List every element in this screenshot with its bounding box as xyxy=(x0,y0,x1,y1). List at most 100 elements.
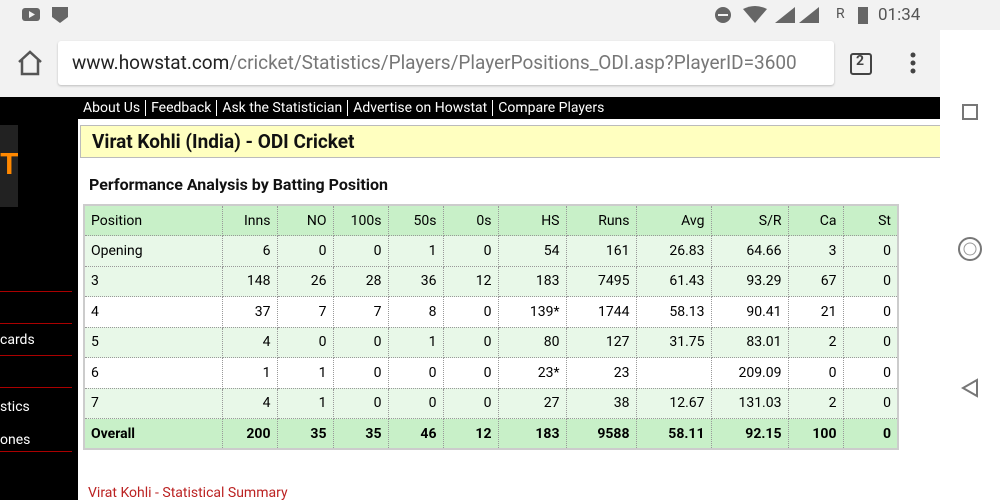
signal-icons xyxy=(715,6,819,23)
table-cell: 0 xyxy=(332,235,389,267)
table-cell: 58.13 xyxy=(635,296,712,328)
stats-table: Position Inns NO 100s 50s 0s HS Runs Avg S/R Ca St O… xyxy=(83,204,899,450)
tabs-button[interactable] xyxy=(848,52,874,78)
table-cell: 4 xyxy=(221,326,278,358)
table-cell: 0 xyxy=(842,387,899,419)
table-cell: 2 xyxy=(787,326,844,358)
nav-link[interactable]: About Us xyxy=(83,100,141,116)
table-cell: 0 xyxy=(276,235,334,267)
table-cell: 161 xyxy=(565,235,637,267)
page-title: Virat Kohli (India) - ODI Cricket xyxy=(80,125,940,158)
table-cell: 4 xyxy=(221,387,278,419)
nav-link[interactable]: Ask the Statistician xyxy=(216,100,348,116)
table-cell: NO xyxy=(276,204,334,236)
table-cell: Opening xyxy=(83,235,223,267)
table-cell: 6 xyxy=(221,235,278,267)
top-nav: About Us Feedback Ask the Statistician Adve… xyxy=(78,97,940,119)
table-cell: 12.67 xyxy=(635,387,712,419)
table-cell: 0 xyxy=(842,296,899,328)
table-cell: 131.03 xyxy=(710,387,789,419)
table-cell: 0 xyxy=(276,326,334,358)
table-cell: Position xyxy=(83,204,223,236)
table-row: 3 148 26 28 36 12 183 7495 61.43 93.29 67 0 xyxy=(83,265,899,297)
table-cell: 0 xyxy=(442,357,499,389)
table-cell: 26.83 xyxy=(635,235,712,267)
table-cell: 46 xyxy=(387,418,444,450)
table-cell: 0 xyxy=(842,326,899,358)
table-cell: 0 xyxy=(842,418,899,450)
sidebar-link[interactable]: cards xyxy=(0,332,35,348)
table-cell: 1 xyxy=(276,387,334,419)
nav-link[interactable]: Feedback xyxy=(145,100,217,116)
logo-fragment: T xyxy=(0,147,19,182)
table-cell: 92.15 xyxy=(710,418,789,450)
section-title: Performance Analysis by Batting Position xyxy=(89,175,388,194)
table-cell: 4 xyxy=(83,296,223,328)
table-cell: 0 xyxy=(787,357,844,389)
table-row: 4 37 7 7 8 0 139* 1744 58.13 90.41 21 0 xyxy=(83,296,899,328)
sidebar: T cards stics ones xyxy=(0,97,78,500)
table-cell: 0 xyxy=(332,326,389,358)
table-cell: 12 xyxy=(442,418,499,450)
table-cell: 1 xyxy=(221,357,278,389)
table-cell: St xyxy=(842,204,899,236)
table-cell: 0 xyxy=(842,265,899,297)
table-cell: 3 xyxy=(787,235,844,267)
table-cell: 0 xyxy=(332,357,389,389)
table-cell: 7495 xyxy=(565,265,637,297)
table-cell: 7 xyxy=(83,387,223,419)
table-cell: S/R xyxy=(710,204,789,236)
table-cell: 0 xyxy=(387,387,444,419)
nav-link[interactable]: Compare Players xyxy=(492,100,610,116)
table-cell: Runs xyxy=(565,204,637,236)
table-cell: 0 xyxy=(442,296,499,328)
table-cell: 139* xyxy=(497,296,567,328)
table-cell: 26 xyxy=(276,265,334,297)
url-path: /cricket/Statistics/Players/PlayerPositi… xyxy=(229,51,797,74)
table-cell: 23* xyxy=(497,357,567,389)
table-cell: Inns xyxy=(221,204,278,236)
menu-button[interactable] xyxy=(905,50,921,78)
url-field[interactable]: www.howstat.com/cricket/Statistics/Playe… xyxy=(58,41,834,85)
clock: 01:34 xyxy=(878,5,921,25)
table-cell: Overall xyxy=(83,418,223,450)
table-cell: 0s xyxy=(442,204,499,236)
table-cell: 12 xyxy=(442,265,499,297)
table-cell: 0 xyxy=(842,357,899,389)
table-cell: 1 xyxy=(276,357,334,389)
table-cell: 93.29 xyxy=(710,265,789,297)
battery-icon xyxy=(858,7,868,24)
table-cell: 28 xyxy=(332,265,389,297)
table-cell: 21 xyxy=(787,296,844,328)
sidebar-link[interactable]: stics xyxy=(0,399,30,415)
table-cell: 8 xyxy=(387,296,444,328)
table-cell: 0 xyxy=(387,357,444,389)
table-cell: 1 xyxy=(387,235,444,267)
table-cell: 0 xyxy=(332,387,389,419)
sidebar-link[interactable]: ones xyxy=(0,432,31,448)
url-domain: www.howstat.com xyxy=(72,51,230,74)
table-cell: 36 xyxy=(387,265,444,297)
table-row: 5 4 0 0 1 0 80 127 31.75 83.01 2 0 xyxy=(83,326,899,358)
table-cell: 209.09 xyxy=(710,357,789,389)
home-button[interactable] xyxy=(16,50,44,76)
table-cell: 7 xyxy=(332,296,389,328)
table-row: Overall 200 35 35 46 12 183 9588 58.11 92.15 100 0 xyxy=(83,418,899,450)
table-cell: 200 xyxy=(221,418,278,450)
system-nav xyxy=(940,30,1000,500)
table-cell: 61.43 xyxy=(635,265,712,297)
table-cell: 1744 xyxy=(565,296,637,328)
table-cell: 35 xyxy=(276,418,334,450)
table-row: Position Inns NO 100s 50s 0s HS Runs Avg S/R Ca St xyxy=(83,204,899,236)
tab-count: 2 xyxy=(856,53,865,69)
table-cell: 83.01 xyxy=(710,326,789,358)
table-cell: 80 xyxy=(497,326,567,358)
footer-link[interactable]: Virat Kohli - Statistical Summary xyxy=(88,485,288,501)
table-cell: HS xyxy=(497,204,567,236)
table-cell: 127 xyxy=(565,326,637,358)
table-cell: 0 xyxy=(442,387,499,419)
table-cell: 90.41 xyxy=(710,296,789,328)
nav-link[interactable]: Advertise on Howstat xyxy=(347,100,493,116)
table-cell: Avg xyxy=(635,204,712,236)
table-cell: 1 xyxy=(387,326,444,358)
